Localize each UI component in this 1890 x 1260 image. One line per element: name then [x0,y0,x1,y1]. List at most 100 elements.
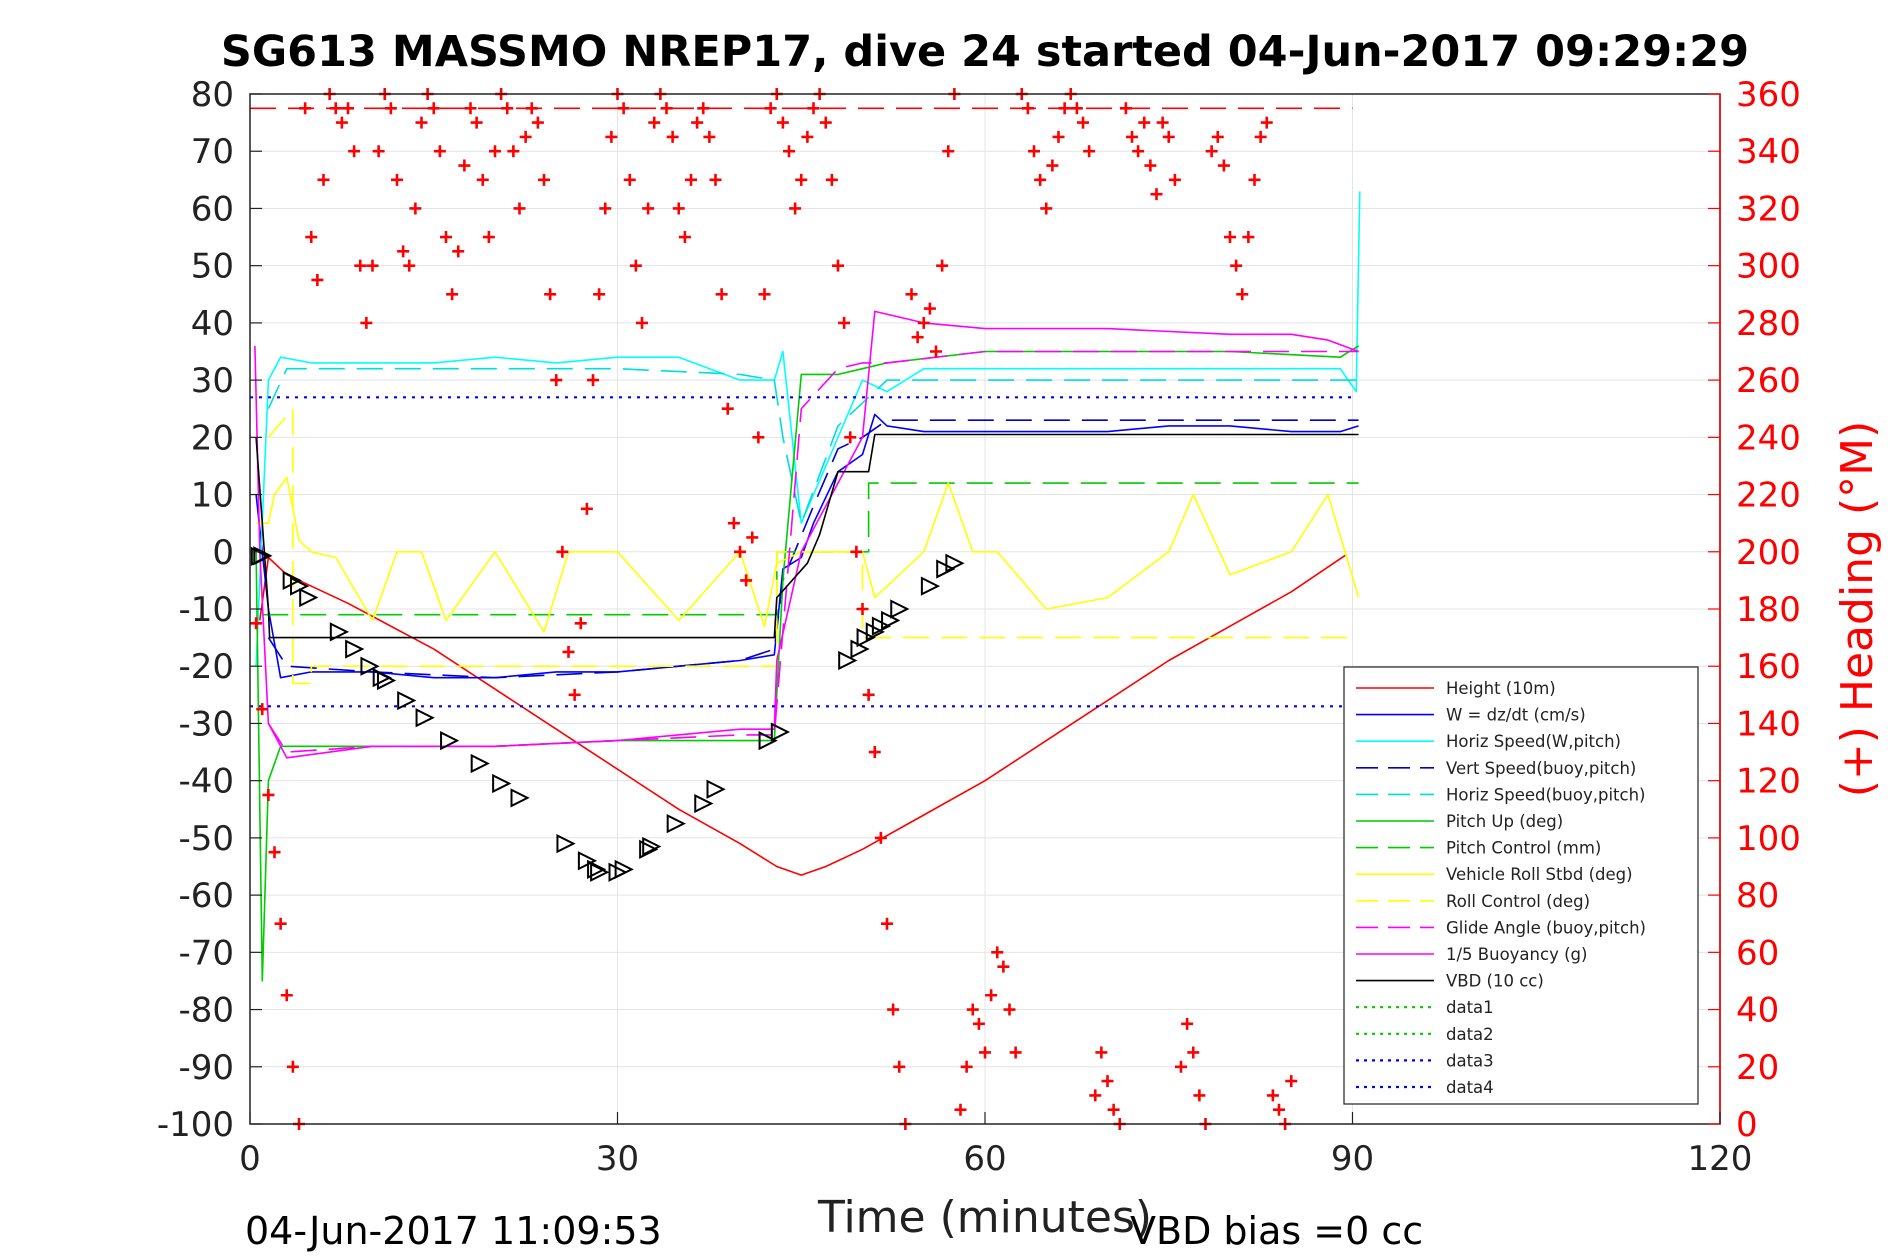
heading-point [286,1060,299,1073]
heading-point [1150,188,1163,201]
heading-point [881,917,893,930]
legend-label: Pitch Control (mm) [1446,839,1601,858]
heading-point [740,574,753,587]
y-tick-label: 70 [191,132,234,172]
heading-point [960,1060,973,1073]
heading-point [335,116,348,129]
heading-point [758,288,771,301]
heading-point [1009,1046,1022,1059]
heading-point [1254,130,1267,143]
heading-point [1205,145,1218,158]
heading-point [544,288,557,301]
heading-point [482,231,495,244]
heading-point [666,130,679,143]
legend-label: Height (10m) [1446,679,1556,698]
heading-point [1107,1103,1120,1116]
heading-point [678,231,691,244]
heading-point [709,173,722,186]
heading-point [807,102,820,115]
heading-point [538,173,550,186]
triangle-marker [587,859,607,879]
heading-point [825,173,838,186]
heading-point [1083,145,1096,158]
y-tick-label: -90 [178,1048,234,1088]
legend-label: data1 [1446,998,1494,1017]
heading-point [776,116,789,129]
heading-point [250,617,263,630]
y-right-tick-label: 300 [1736,247,1801,287]
y-tick-label: -70 [178,933,234,973]
triangle-marker [881,610,901,631]
triangle-marker [376,670,397,691]
triangle-marker [850,639,870,659]
series-line-roll-control-deg [267,407,1359,685]
heading-point [329,102,342,115]
x-tick-label: 0 [239,1139,261,1179]
y-right-tick-label: 340 [1736,132,1801,172]
heading-point [691,116,704,129]
triangle-marker [856,627,876,648]
heading-point [440,231,452,244]
heading-point [1273,1103,1285,1116]
y-tick-label: 40 [191,304,234,344]
y-right-tick-label: 160 [1736,647,1801,687]
heading-point [574,617,587,630]
heading-point [476,173,489,186]
heading-point [415,116,428,129]
heading-point [256,703,269,716]
plot-series [250,107,1361,982]
heading-point [795,173,808,186]
heading-point [568,688,581,701]
y-tick-label: -20 [178,647,234,687]
footer-vbd-bias: VBD bias =0 cc [1130,1209,1423,1253]
footer-timestamp: 04-Jun-2017 11:09:53 [245,1209,662,1253]
heading-point [1156,116,1169,129]
heading-point [850,545,863,558]
heading-point [844,431,857,444]
series-line-height-10m [259,553,1347,876]
heading-markers [250,88,1298,1130]
triangle-marker [492,773,512,794]
legend-box [1343,666,1699,1105]
triangle-marker [556,833,576,854]
y-tick-label: 50 [191,247,234,287]
y-axis-right-label: (+) Heading (°M) [1832,421,1883,798]
legend-label: Pitch Up (deg) [1446,812,1563,831]
y-axis-left: 80 70 60 50 40 30 20 10 0 -10 -20 -30 -40 -50 -60 -70 -8… [157,75,262,1145]
heading-point [893,1060,906,1073]
x-tick-label: 120 [1688,1139,1753,1179]
heading-point [617,102,630,115]
series-line-vert-speed-buoy-pitch [267,419,1359,679]
triangle-marker [360,656,380,676]
heading-point [305,231,318,244]
y-tick-label: 30 [191,361,234,401]
chart-legend: Height (10m) W = dz/dt (cm/s) Horiz Speed(… [1343,666,1699,1105]
heading-point [1040,202,1053,215]
heading-point [593,288,606,301]
y-right-tick-label: 220 [1736,476,1801,516]
heading-point [642,202,655,215]
heading-point [1242,231,1255,244]
heading-point [874,831,887,844]
heading-point [979,1046,991,1059]
heading-point [623,173,636,186]
heading-point [917,316,930,329]
triangle-marker [865,622,885,642]
y-tick-label: -30 [178,704,234,744]
heading-point [403,259,416,272]
heading-point [580,502,593,515]
heading-point [1285,1075,1298,1088]
heading-point [501,102,514,115]
series-line-glide-angle-buoy-pitch [267,350,1359,753]
triangle-marker [694,793,714,814]
heading-point [427,102,440,115]
legend-label: data2 [1446,1025,1494,1044]
heading-point [519,130,532,143]
heading-point [384,102,397,115]
heading-point [783,145,795,158]
heading-point [1119,102,1132,115]
heading-point [734,545,746,558]
heading-point [1003,1003,1016,1016]
series-line-horiz-speed-w-pitch [255,191,1361,667]
triangle-marker [577,851,598,871]
